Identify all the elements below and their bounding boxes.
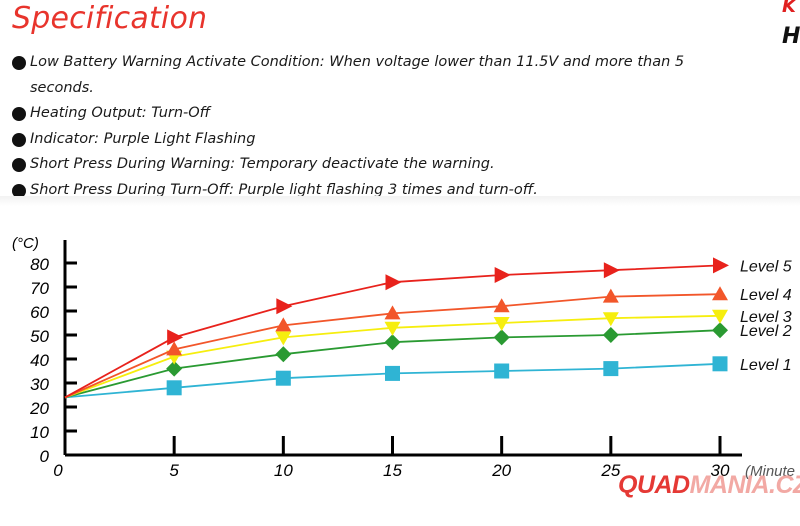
data-point xyxy=(275,317,292,332)
x-tick-label: 5 xyxy=(169,461,179,480)
y-axis-label: (°C) xyxy=(12,235,39,252)
spec-item: Short Press During Warning: Temporary de… xyxy=(12,152,752,178)
series-level-3: Level 3 xyxy=(64,309,792,399)
y-tick-label: 70 xyxy=(30,279,49,298)
x-tick-label: 20 xyxy=(491,461,511,480)
bullet-icon xyxy=(12,107,26,121)
y-tick-label: 10 xyxy=(30,423,49,442)
watermark-part-quad: QUAD xyxy=(618,471,690,499)
watermark-part-mania: MANIA.CZ xyxy=(689,471,800,499)
data-point xyxy=(385,274,402,291)
data-point xyxy=(602,288,619,303)
x-tick-label: 25 xyxy=(600,461,620,480)
data-point xyxy=(275,370,291,386)
spec-item-text: Low Battery Warning Activate Condition: … xyxy=(30,54,685,96)
spec-item: Heating Output: Turn-Off xyxy=(12,101,752,127)
series-level-4: Level 4 xyxy=(64,286,792,399)
data-point xyxy=(384,334,401,351)
series-label: Level 3 xyxy=(740,309,792,326)
y-tick-label: 30 xyxy=(30,375,49,394)
axes xyxy=(63,240,742,457)
spec-item: Low Battery Warning Activate Condition: … xyxy=(12,50,752,101)
data-point xyxy=(166,341,183,356)
data-point xyxy=(712,309,728,324)
y-tick-label: 60 xyxy=(30,303,49,322)
x-tick-label: 15 xyxy=(383,461,402,480)
watermark-logo: QUADMANIA.CZ xyxy=(618,471,800,500)
data-point xyxy=(493,298,510,313)
series-level-1: Level 1 xyxy=(64,356,792,399)
x-tick-label: 30 xyxy=(711,461,730,480)
data-point xyxy=(603,262,620,279)
spec-item-text: Short Press During Warning: Temporary de… xyxy=(30,156,495,172)
data-point xyxy=(385,365,400,381)
data-point xyxy=(712,286,728,301)
data-point xyxy=(494,363,510,379)
spec-item-text: Short Press During Turn-Off: Purple ligh… xyxy=(30,181,538,198)
x-tick-label: 0 xyxy=(53,461,63,480)
data-point xyxy=(712,356,728,372)
x-ticks: 0 5 10 15 20 25 30 xyxy=(53,436,730,480)
data-point xyxy=(166,380,182,396)
y-tick-label: 20 xyxy=(29,399,49,418)
x-tick-label: 10 xyxy=(274,461,293,480)
data-point xyxy=(602,312,619,327)
data-point xyxy=(275,331,292,346)
y-ticks: 0 10 20 30 40 50 60 70 80 xyxy=(29,255,77,466)
data-point xyxy=(275,346,292,363)
y-tick-label: 40 xyxy=(30,351,49,370)
data-point xyxy=(166,360,183,377)
spec-item-text: Heating Output: Turn-Off xyxy=(30,105,211,121)
y-tick-label: 50 xyxy=(30,327,49,346)
spec-list: Low Battery Warning Activate Condition: … xyxy=(12,50,752,203)
data-point xyxy=(494,267,511,283)
corner-heading-fragment: H xyxy=(782,24,800,49)
y-tick-label: 80 xyxy=(30,255,49,274)
series-level-5: Level 5 xyxy=(64,257,792,399)
data-point xyxy=(384,321,401,336)
bullet-icon xyxy=(12,158,26,172)
bullet-icon xyxy=(12,132,26,147)
x-axis-label: (Minute xyxy=(745,463,795,480)
spec-item: Indicator: Purple Light Flashing xyxy=(12,127,752,153)
section-divider xyxy=(0,196,800,206)
corner-logo-fragment: K xyxy=(782,0,796,17)
page-title: Specification xyxy=(12,1,208,36)
data-point xyxy=(493,317,510,331)
data-point xyxy=(712,322,728,339)
series-label: Level 2 xyxy=(740,323,792,340)
data-point xyxy=(602,327,619,343)
series-label: Level 1 xyxy=(740,357,792,374)
data-point xyxy=(493,329,510,346)
y-tick-label: 0 xyxy=(40,447,50,466)
data-point xyxy=(276,298,293,315)
bullet-icon xyxy=(12,56,26,70)
data-point xyxy=(167,329,184,346)
data-point xyxy=(384,305,401,320)
spec-item-text: Indicator: Purple Light Flashing xyxy=(30,130,256,147)
series-label: Level 4 xyxy=(740,287,792,304)
bullet-icon xyxy=(12,183,26,198)
spec-item: Short Press During Turn-Off: Purple ligh… xyxy=(12,178,752,204)
data-point xyxy=(713,257,729,274)
series-level-2: Level 2 xyxy=(64,322,792,399)
series-label: Level 5 xyxy=(740,258,792,275)
data-point xyxy=(603,361,619,377)
